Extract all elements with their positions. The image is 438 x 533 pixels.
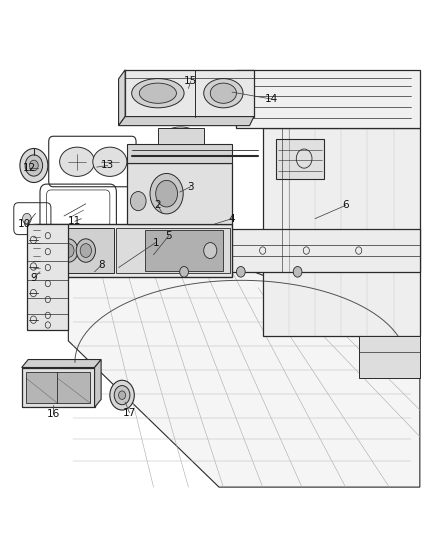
Circle shape	[293, 266, 302, 277]
Circle shape	[237, 266, 245, 277]
Ellipse shape	[132, 78, 184, 108]
Text: 17: 17	[123, 408, 136, 418]
Text: 14: 14	[265, 94, 278, 104]
Polygon shape	[237, 70, 420, 128]
Circle shape	[59, 239, 78, 262]
Polygon shape	[119, 117, 254, 126]
Circle shape	[119, 391, 126, 399]
Polygon shape	[276, 139, 324, 179]
Circle shape	[45, 244, 57, 257]
Polygon shape	[26, 372, 90, 403]
Polygon shape	[145, 230, 223, 271]
Ellipse shape	[60, 147, 95, 176]
Circle shape	[180, 266, 188, 277]
Circle shape	[80, 244, 92, 257]
Circle shape	[22, 213, 31, 224]
Circle shape	[20, 149, 48, 182]
Polygon shape	[359, 336, 420, 378]
Circle shape	[25, 155, 42, 176]
Text: 13: 13	[101, 160, 114, 171]
Ellipse shape	[210, 83, 237, 103]
Polygon shape	[263, 128, 420, 336]
Text: 5: 5	[166, 231, 172, 241]
Text: 1: 1	[152, 238, 159, 247]
Polygon shape	[68, 229, 420, 272]
Polygon shape	[21, 360, 101, 368]
Polygon shape	[125, 70, 254, 117]
Text: 4: 4	[229, 214, 235, 224]
Text: 15: 15	[184, 77, 197, 86]
Text: 10: 10	[18, 219, 31, 229]
Polygon shape	[68, 272, 420, 487]
Circle shape	[131, 191, 146, 211]
Text: 2: 2	[155, 200, 161, 211]
Polygon shape	[127, 144, 232, 163]
Circle shape	[76, 239, 95, 262]
Circle shape	[204, 243, 217, 259]
Text: 16: 16	[46, 409, 60, 419]
Polygon shape	[27, 224, 68, 330]
Polygon shape	[21, 368, 95, 407]
Polygon shape	[117, 228, 230, 273]
Circle shape	[63, 244, 74, 257]
Text: 12: 12	[22, 163, 36, 173]
Circle shape	[114, 385, 130, 405]
Polygon shape	[119, 70, 125, 126]
Polygon shape	[32, 224, 232, 277]
Polygon shape	[127, 163, 232, 224]
Text: 8: 8	[98, 261, 104, 270]
Text: 11: 11	[68, 216, 81, 227]
Ellipse shape	[93, 147, 127, 176]
Circle shape	[155, 180, 177, 207]
Circle shape	[110, 380, 134, 410]
Ellipse shape	[139, 83, 177, 103]
Text: 6: 6	[343, 200, 349, 211]
Text: 3: 3	[187, 182, 194, 192]
Circle shape	[29, 160, 38, 171]
Polygon shape	[35, 228, 114, 273]
Text: 9: 9	[30, 273, 37, 283]
Circle shape	[41, 239, 60, 262]
Ellipse shape	[204, 78, 243, 108]
Polygon shape	[95, 360, 101, 407]
Polygon shape	[158, 128, 204, 144]
Circle shape	[150, 173, 183, 214]
